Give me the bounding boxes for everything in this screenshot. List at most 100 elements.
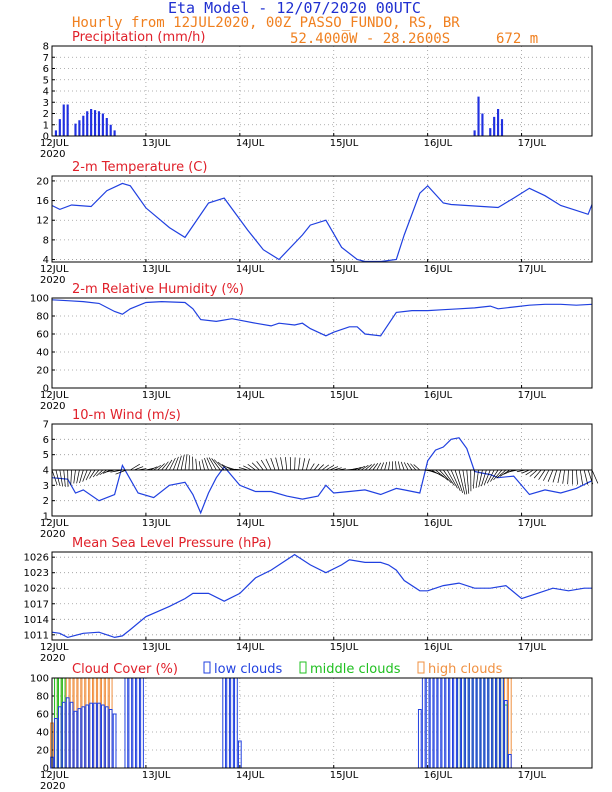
cloud-bar-low [429, 677, 434, 769]
wind-barb [73, 469, 76, 484]
wind-barb [446, 469, 458, 489]
y-tick-label: 20 [36, 366, 49, 377]
x-tick-label: 15JUL [330, 264, 359, 275]
x-tick-label: 16JUL [424, 642, 453, 653]
x-tick-label: 15JUL [330, 770, 359, 781]
wind-barb [478, 469, 483, 488]
wind-barb [153, 464, 161, 471]
wind-barb [92, 469, 100, 478]
wind-barb [443, 469, 455, 486]
wind-barb [55, 469, 61, 486]
cloud-bar-low [89, 702, 94, 769]
panel-frame [51, 423, 593, 517]
wind-barb [403, 462, 409, 471]
cloud-bar-low [81, 706, 86, 769]
wind-barb [213, 459, 225, 471]
wind-barb [184, 454, 188, 471]
wind-barb [79, 469, 84, 484]
cloud-bar-low [234, 677, 238, 769]
cloud-bar-low [472, 677, 477, 769]
wind-barb [583, 469, 589, 485]
subtitle: Hourly from 12JUL2020, 00Z PASSO_FUNDO, … [72, 15, 460, 31]
x-tick-label: 13JUL [142, 264, 171, 275]
cloud-bar-low [492, 677, 497, 769]
y-tick-label: 16 [36, 196, 49, 207]
wind-barb [195, 458, 198, 471]
wind-barb [462, 469, 468, 495]
y-tick-label: 4 [43, 255, 49, 266]
wind-barb [85, 469, 92, 481]
cloud-bar-low [464, 677, 469, 769]
wind-barb [499, 469, 511, 477]
precip-bar [66, 104, 69, 136]
wind-barb [486, 469, 495, 484]
legend-label: low clouds [214, 662, 283, 677]
wind-barb [364, 464, 372, 471]
y-tick-label: 4 [43, 87, 49, 98]
legend-swatch [299, 661, 307, 674]
x-tick-label: 16JUL [424, 264, 453, 275]
wind-barb [176, 455, 182, 471]
y-tick-label: 1 [43, 512, 49, 523]
wind-barb [372, 463, 379, 471]
y-tick-label: 0 [43, 764, 49, 775]
y-tick-label: 1023 [24, 568, 49, 579]
y-tick-label: 100 [30, 674, 49, 685]
y-tick-label: 20 [36, 746, 49, 757]
wind-barb [547, 469, 554, 482]
wind-barb [298, 457, 301, 471]
wind-barb [376, 462, 382, 471]
wind-barb [285, 457, 288, 471]
x-tick-label: 12JUL [40, 264, 69, 275]
x-tick-label: 12JUL [40, 138, 69, 149]
wind-barb [165, 459, 173, 471]
cloud-bar-low [461, 677, 465, 769]
precip-bar [473, 130, 476, 136]
cloud-bar-low [507, 754, 512, 769]
wind-barb [475, 469, 479, 489]
cloud-bar-low [417, 709, 422, 769]
cloud-bar-low [73, 710, 78, 769]
cloud-bar-low [445, 677, 450, 769]
x-tick-label: 15JUL [330, 138, 359, 149]
panel-frame [51, 551, 593, 641]
wind-barb [294, 457, 296, 471]
x-tick-label: 14JUL [236, 138, 265, 149]
cloud-bar-low [500, 677, 504, 769]
series-line [51, 182, 593, 263]
wind-barb [188, 455, 191, 471]
wind-barb [280, 457, 284, 471]
wind-barb [172, 456, 179, 471]
legend-label: high clouds [428, 662, 503, 677]
year-label: 2020 [40, 149, 65, 160]
series-line [51, 553, 592, 639]
legend-label: middle clouds [310, 662, 401, 677]
cloud-bar-low [488, 677, 493, 769]
wind-barb [256, 461, 264, 471]
year-label: 2020 [40, 781, 65, 792]
year-label: 2020 [40, 653, 65, 664]
wind-barb [99, 469, 107, 476]
cloud-bar-low [496, 677, 500, 769]
cloud-bar-low [97, 702, 101, 769]
panel-6: 0 20 40 60 80 100 12JUL 13JUL 14JUL 15JUL 16JUL 17J… [30, 661, 593, 792]
x-tick-label: 12JUL [40, 642, 69, 653]
cloud-bar-low [132, 677, 137, 769]
elevation-label: 672 m [496, 31, 538, 47]
year-label: 2020 [40, 275, 65, 286]
precip-bar [113, 130, 116, 136]
wind-barb [251, 462, 260, 471]
x-tick-label: 14JUL [236, 390, 265, 401]
year-label: 2020 [40, 529, 65, 540]
panel-2: 4 8 12 16 20 12JUL 13JUL 14JUL 15JUL 16JUL 17JUL 20… [36, 160, 593, 286]
wind-barb [450, 469, 461, 492]
y-tick-label: 3 [43, 98, 49, 109]
series-line [51, 437, 593, 515]
precip-bar [74, 123, 77, 136]
x-tick-label: 12JUL [40, 518, 69, 529]
wind-barb [529, 469, 538, 477]
wind-barb [413, 464, 421, 471]
wind-barb [395, 461, 397, 471]
wind-barb [538, 469, 546, 480]
precip-bar [477, 96, 480, 136]
